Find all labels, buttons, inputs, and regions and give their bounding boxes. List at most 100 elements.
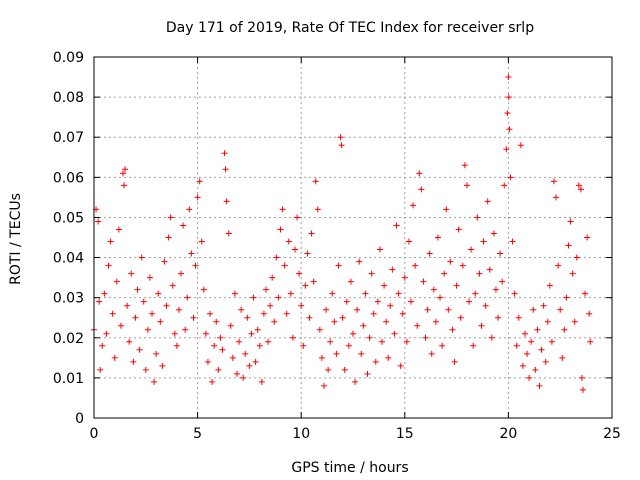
data-point	[345, 342, 352, 349]
data-point	[211, 342, 218, 349]
data-point	[343, 298, 350, 305]
data-point	[505, 74, 512, 81]
data-point	[271, 318, 278, 325]
data-point	[587, 338, 594, 345]
data-point	[289, 334, 296, 341]
data-point	[331, 318, 338, 325]
data-point	[542, 358, 549, 365]
data-point	[209, 378, 216, 385]
x-axis-ticks: 0 5 10 15 20 25	[90, 57, 621, 442]
data-point	[455, 226, 462, 233]
data-point	[275, 294, 282, 301]
data-point	[277, 226, 284, 233]
data-point	[287, 290, 294, 297]
data-point	[252, 358, 259, 365]
data-point	[207, 310, 214, 317]
data-point	[121, 182, 128, 189]
data-point	[578, 374, 585, 381]
data-point	[561, 326, 568, 333]
plot-frame	[93, 56, 613, 419]
data-point	[329, 290, 336, 297]
data-point	[298, 302, 305, 309]
data-point	[391, 330, 398, 337]
data-point	[95, 218, 102, 225]
data-point	[140, 298, 147, 305]
data-point	[151, 378, 158, 385]
data-point	[202, 330, 209, 337]
data-point	[318, 354, 325, 361]
data-point	[553, 194, 560, 201]
data-point	[463, 182, 470, 189]
data-point	[258, 378, 265, 385]
data-point	[447, 258, 454, 265]
data-point	[291, 246, 298, 253]
data-point	[548, 338, 555, 345]
data-point	[490, 230, 497, 237]
data-point	[374, 298, 381, 305]
data-point	[364, 370, 371, 377]
data-point	[507, 174, 514, 181]
data-point	[426, 250, 433, 257]
data-point	[169, 282, 176, 289]
grid	[94, 57, 612, 418]
data-point	[229, 354, 236, 361]
data-point	[233, 370, 240, 377]
data-point	[356, 258, 363, 265]
data-point	[223, 198, 230, 205]
data-point	[515, 314, 522, 321]
y-tick-label: 0.03	[53, 291, 84, 307]
data-point	[130, 358, 137, 365]
chart-title: Day 171 of 2019, Rate Of TEC Index for r…	[166, 20, 534, 36]
data-point	[385, 354, 392, 361]
data-point	[246, 362, 253, 369]
data-point	[569, 270, 576, 277]
data-point	[383, 318, 390, 325]
data-point	[424, 306, 431, 313]
data-point	[219, 346, 226, 353]
data-point	[184, 294, 191, 301]
data-point	[536, 382, 543, 389]
data-point	[482, 302, 489, 309]
y-tick-label: 0.09	[53, 50, 84, 66]
y-tick-label: 0.02	[53, 331, 84, 347]
data-point	[254, 326, 261, 333]
data-point	[497, 250, 504, 257]
data-point	[227, 322, 234, 329]
data-point	[225, 230, 232, 237]
data-point	[333, 350, 340, 357]
data-point	[544, 318, 551, 325]
data-point	[519, 362, 526, 369]
data-point	[215, 366, 222, 373]
data-point	[163, 302, 170, 309]
y-tick-label: 0.07	[53, 130, 84, 146]
data-point	[194, 194, 201, 201]
data-point	[565, 242, 572, 249]
data-point	[540, 302, 547, 309]
data-point	[567, 218, 574, 225]
data-point	[250, 294, 257, 301]
data-point	[528, 338, 535, 345]
data-point	[504, 110, 511, 117]
data-point	[132, 314, 139, 321]
data-point	[372, 358, 379, 365]
data-point	[231, 290, 238, 297]
data-point	[97, 366, 104, 373]
data-point	[222, 166, 229, 173]
x-tick-label: 10	[292, 426, 310, 442]
data-point	[173, 342, 180, 349]
data-point	[281, 262, 288, 269]
data-point	[159, 362, 166, 369]
data-point	[511, 290, 518, 297]
data-point	[242, 350, 249, 357]
data-point	[534, 326, 541, 333]
data-point	[165, 234, 172, 241]
data-point	[265, 338, 272, 345]
data-point	[144, 326, 151, 333]
y-tick-label: 0	[75, 411, 84, 427]
data-point	[530, 306, 537, 313]
x-tick-label: 5	[193, 426, 202, 442]
data-point	[217, 334, 224, 341]
data-point	[506, 126, 513, 133]
